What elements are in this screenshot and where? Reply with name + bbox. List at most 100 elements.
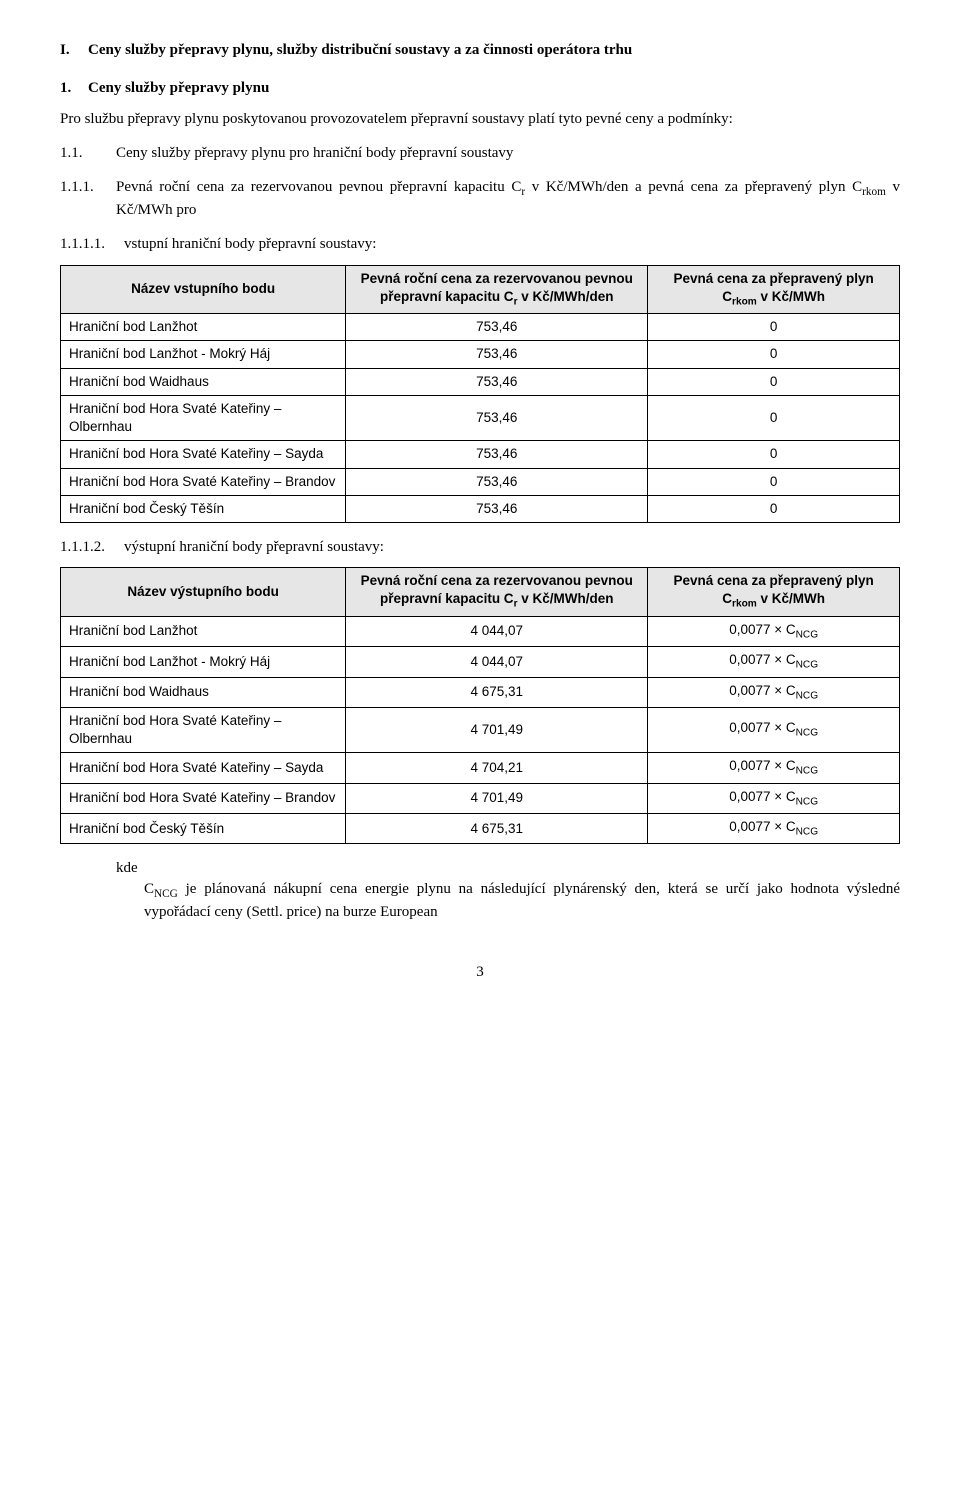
page-number: 3	[60, 962, 900, 982]
cell-capacity: 753,46	[346, 341, 648, 368]
cell-price: 0	[648, 341, 900, 368]
cell-capacity: 4 704,21	[346, 753, 648, 783]
line-1-1-1-2-num: 1.1.1.2.	[60, 537, 124, 557]
table-row: Hraniční bod Lanžhot4 044,070,0077 × CNC…	[61, 616, 900, 646]
table-row: Hraniční bod Hora Svaté Kateřiny – Sayda…	[61, 753, 900, 783]
subsection-1-num: 1.	[60, 78, 88, 98]
frag-a: Pevná roční cena za rezervovanou pevnou …	[116, 179, 521, 195]
th-pr-b: v Kč/MWh	[757, 289, 825, 304]
th2-pr-b: v Kč/MWh	[757, 591, 825, 606]
cell-capacity: 4 044,07	[346, 647, 648, 677]
kde-label: kde	[116, 858, 900, 878]
cell-name: Hraniční bod Hora Svaté Kateřiny – Sayda	[61, 753, 346, 783]
line-1-1-1: 1.1.1. Pevná roční cena za rezervovanou …	[60, 177, 900, 220]
cell-capacity: 753,46	[346, 441, 648, 468]
cell-name: Hraniční bod Český Těšín	[61, 813, 346, 843]
table-row: Hraniční bod Waidhaus753,460	[61, 368, 900, 395]
kde-b: je plánovaná nákupní cena energie plynu …	[144, 881, 900, 920]
cell-name: Hraniční bod Lanžhot - Mokrý Háj	[61, 341, 346, 368]
th2-cap-b: v Kč/MWh/den	[518, 591, 614, 606]
cell-price: 0,0077 × CNCG	[648, 616, 900, 646]
table-input-points: Název vstupního bodu Pevná roční cena za…	[60, 265, 900, 523]
line-1-1-1-1-text: vstupní hraniční body přepravní soustavy…	[124, 234, 376, 254]
line-1-1-num: 1.1.	[60, 143, 116, 163]
cell-name: Hraniční bod Lanžhot - Mokrý Háj	[61, 647, 346, 677]
th-capacity: Pevná roční cena za rezervovanou pevnou …	[346, 568, 648, 617]
section-heading: I. Ceny služby přepravy plynu, služby di…	[60, 40, 900, 60]
table-header-row: Název výstupního bodu Pevná roční cena z…	[61, 568, 900, 617]
line-1-1-1-2: 1.1.1.2. výstupní hraniční body přepravn…	[60, 537, 900, 557]
table-row: Hraniční bod Waidhaus4 675,310,0077 × CN…	[61, 677, 900, 707]
kde-sub: NCG	[154, 888, 178, 900]
cell-price: 0,0077 × CNCG	[648, 753, 900, 783]
table-row: Hraniční bod Lanžhot753,460	[61, 314, 900, 341]
cell-price: 0	[648, 468, 900, 495]
line-1-1-1-num: 1.1.1.	[60, 177, 116, 220]
table-row: Hraniční bod Lanžhot - Mokrý Háj4 044,07…	[61, 647, 900, 677]
cell-name: Hraniční bod Hora Svaté Kateřiny – Sayda	[61, 441, 346, 468]
table-row: Hraniční bod Hora Svaté Kateřiny – Brand…	[61, 468, 900, 495]
cell-capacity: 4 675,31	[346, 677, 648, 707]
th-capacity: Pevná roční cena za rezervovanou pevnou …	[346, 265, 648, 314]
cell-capacity: 753,46	[346, 368, 648, 395]
cell-name: Hraniční bod Waidhaus	[61, 677, 346, 707]
line-1-1-1-1: 1.1.1.1. vstupní hraniční body přepravní…	[60, 234, 900, 254]
cell-price: 0,0077 × CNCG	[648, 647, 900, 677]
th-pr-sub: rkom	[732, 297, 757, 308]
th-name: Název vstupního bodu	[61, 265, 346, 314]
th-price: Pevná cena za přepravený plyn Crkom v Kč…	[648, 265, 900, 314]
frag-sub-rkom: rkom	[862, 186, 886, 198]
th-name: Název výstupního bodu	[61, 568, 346, 617]
line-1-1-text: Ceny služby přepravy plynu pro hraniční …	[116, 143, 513, 163]
cell-name: Hraniční bod Hora Svaté Kateřiny – Brand…	[61, 468, 346, 495]
table-row: Hraniční bod Český Těšín4 675,310,0077 ×…	[61, 813, 900, 843]
table-output-points: Název výstupního bodu Pevná roční cena z…	[60, 567, 900, 844]
table-row: Hraniční bod Hora Svaté Kateřiny – Sayda…	[61, 441, 900, 468]
line-1-1: 1.1. Ceny služby přepravy plynu pro hran…	[60, 143, 900, 163]
table-row: Hraniční bod Hora Svaté Kateřiny – Brand…	[61, 783, 900, 813]
cell-name: Hraniční bod Hora Svaté Kateřiny – Olber…	[61, 707, 346, 752]
cell-price: 0,0077 × CNCG	[648, 707, 900, 752]
cell-capacity: 753,46	[346, 395, 648, 440]
cell-price: 0	[648, 441, 900, 468]
subsection-1-title: Ceny služby přepravy plynu	[88, 78, 269, 98]
cell-price: 0	[648, 495, 900, 522]
kde-definition: CNCG je plánovaná nákupní cena energie p…	[144, 879, 900, 922]
th2-pr-sub: rkom	[732, 599, 757, 610]
line-1-1-1-text: Pevná roční cena za rezervovanou pevnou …	[116, 177, 900, 220]
cell-price: 0	[648, 395, 900, 440]
kde-a: C	[144, 881, 154, 897]
cell-name: Hraniční bod Hora Svaté Kateřiny – Olber…	[61, 395, 346, 440]
cell-name: Hraniční bod Hora Svaté Kateřiny – Brand…	[61, 783, 346, 813]
cell-capacity: 753,46	[346, 468, 648, 495]
table-row: Hraniční bod Český Těšín753,460	[61, 495, 900, 522]
kde-block: kde CNCG je plánovaná nákupní cena energ…	[116, 858, 900, 922]
section-num: I.	[60, 40, 88, 60]
table-header-row: Název vstupního bodu Pevná roční cena za…	[61, 265, 900, 314]
cell-name: Hraniční bod Lanžhot	[61, 616, 346, 646]
cell-name: Hraniční bod Lanžhot	[61, 314, 346, 341]
intro-paragraph: Pro službu přepravy plynu poskytovanou p…	[60, 109, 900, 129]
cell-capacity: 4 701,49	[346, 783, 648, 813]
section-title: Ceny služby přepravy plynu, služby distr…	[88, 40, 632, 60]
subsection-1: 1. Ceny služby přepravy plynu	[60, 78, 900, 98]
table-row: Hraniční bod Lanžhot - Mokrý Háj753,460	[61, 341, 900, 368]
cell-price: 0	[648, 368, 900, 395]
th-price: Pevná cena za přepravený plyn Crkom v Kč…	[648, 568, 900, 617]
cell-name: Hraniční bod Waidhaus	[61, 368, 346, 395]
cell-price: 0,0077 × CNCG	[648, 813, 900, 843]
cell-price: 0	[648, 314, 900, 341]
line-1-1-1-2-text: výstupní hraniční body přepravní soustav…	[124, 537, 384, 557]
cell-price: 0,0077 × CNCG	[648, 677, 900, 707]
cell-capacity: 4 675,31	[346, 813, 648, 843]
table-row: Hraniční bod Hora Svaté Kateřiny – Olber…	[61, 707, 900, 752]
cell-name: Hraniční bod Český Těšín	[61, 495, 346, 522]
th-cap-b: v Kč/MWh/den	[518, 289, 614, 304]
cell-capacity: 753,46	[346, 314, 648, 341]
cell-capacity: 4 701,49	[346, 707, 648, 752]
cell-capacity: 753,46	[346, 495, 648, 522]
line-1-1-1-1-num: 1.1.1.1.	[60, 234, 124, 254]
table-row: Hraniční bod Hora Svaté Kateřiny – Olber…	[61, 395, 900, 440]
cell-price: 0,0077 × CNCG	[648, 783, 900, 813]
frag-b: v Kč/MWh/den a pevná cena za přepravený …	[525, 179, 862, 195]
